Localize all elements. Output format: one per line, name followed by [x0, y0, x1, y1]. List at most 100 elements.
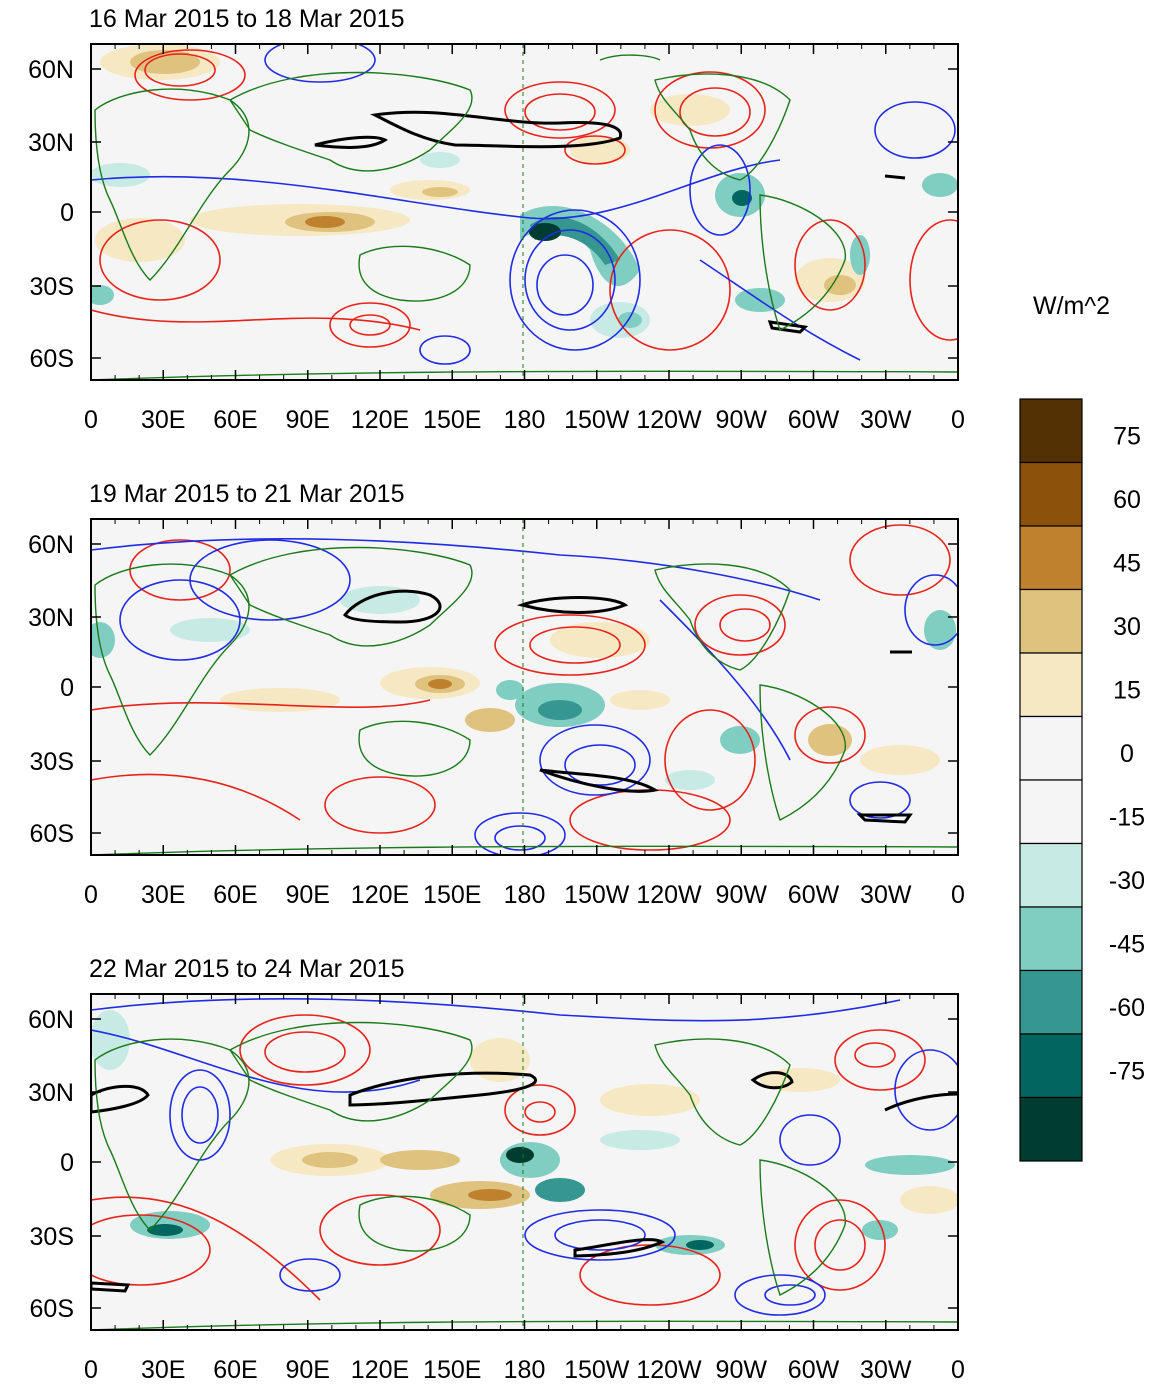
- panel-2-title: 19 Mar 2015 to 21 Mar 2015: [89, 480, 404, 508]
- lon-label: 120E: [351, 406, 409, 434]
- colorbar-label: 30: [1113, 613, 1141, 641]
- lon-label: 180: [504, 881, 546, 909]
- lon-label: 90E: [286, 881, 330, 909]
- lon-label: 150E: [423, 881, 481, 909]
- map-panel-1: 16 Mar 2015 to 18 Mar 2015: [28, 5, 965, 434]
- colorbar-swatch: [1019, 398, 1083, 464]
- lon-label: 150E: [423, 1356, 481, 1384]
- panel-1-contours: [91, 44, 958, 380]
- lat-label: 30N: [28, 604, 74, 632]
- panel-3-positive-contours: [91, 1014, 926, 1306]
- colorbar-label: -15: [1109, 804, 1145, 832]
- colorbar-swatch: [1019, 525, 1083, 591]
- lon-label: 0: [84, 406, 98, 434]
- lat-label: 60S: [30, 1295, 74, 1323]
- lon-label: 120W: [636, 881, 702, 909]
- colorbar-label: 75: [1113, 423, 1141, 451]
- lon-label: 60E: [213, 1356, 257, 1384]
- colorbar-label: 60: [1113, 486, 1141, 514]
- panel-1-shading: [91, 44, 958, 338]
- lon-label: 0: [951, 881, 965, 909]
- colorbar-swatch: [1019, 1096, 1083, 1162]
- colorbar: W/m^2 75 60 45 30 15 0 -15 -30 -45 -60 -75: [1019, 292, 1145, 1162]
- lon-label: 90E: [286, 1356, 330, 1384]
- lat-label: 60S: [30, 820, 74, 848]
- panel-3-bold-contours: [91, 1071, 958, 1293]
- panel-2-positive-contours: [91, 524, 951, 851]
- lon-label: 120W: [636, 406, 702, 434]
- colorbar-label: 45: [1113, 550, 1141, 578]
- lon-label: 90W: [716, 406, 768, 434]
- colorbar-swatch: [1019, 1033, 1083, 1099]
- panel-1-coastlines: [91, 54, 958, 380]
- lon-label: 30W: [860, 1356, 912, 1384]
- map-panel-2: 19 Mar 2015 to 21 Mar 2015: [28, 480, 965, 909]
- panel-2-ticks: 0 30E 60E 90E 120E 150E 180 150W 120W 90W 60W 30W 0 6…: [28, 519, 965, 909]
- colorbar-swatch: [1019, 715, 1083, 781]
- panel-3-ticks: 0 30E 60E 90E 120E 150E 180 150W 120W 90W 60W 30W 0 6…: [28, 994, 965, 1384]
- lon-label: 30E: [141, 406, 185, 434]
- lat-label: 30S: [30, 1223, 74, 1251]
- lon-label: 0: [951, 1356, 965, 1384]
- colorbar-label: 0: [1120, 740, 1134, 768]
- colorbar-labels: 75 60 45 30 15 0 -15 -30 -45 -60 -75: [1109, 423, 1145, 1086]
- lon-label: 0: [951, 406, 965, 434]
- panel-2-contours: [91, 519, 958, 855]
- lon-label: 150W: [564, 406, 630, 434]
- lat-label: 30S: [30, 748, 74, 776]
- panel-3-contours: [91, 994, 958, 1330]
- lat-label: 0: [60, 1149, 74, 1177]
- colorbar-swatch: [1019, 842, 1083, 908]
- lat-label: 60N: [28, 1006, 74, 1034]
- lon-label: 60E: [213, 881, 257, 909]
- lat-label: 0: [60, 674, 74, 702]
- lon-label: 0: [84, 881, 98, 909]
- lon-label: 120E: [351, 881, 409, 909]
- colorbar-swatch: [1019, 652, 1083, 718]
- lon-label: 60E: [213, 406, 257, 434]
- panel-3-shading: [91, 1010, 958, 1255]
- lat-label: 0: [60, 199, 74, 227]
- colorbar-label: -60: [1109, 994, 1145, 1022]
- lon-label: 180: [504, 1356, 546, 1384]
- lat-label: 60N: [28, 56, 74, 84]
- panel-3-negative-contours: [91, 998, 958, 1316]
- lon-label: 60W: [788, 406, 840, 434]
- lat-label: 60S: [30, 345, 74, 373]
- lon-label: 90W: [716, 881, 768, 909]
- colorbar-swatch: [1019, 779, 1083, 845]
- colorbar-label: -45: [1109, 931, 1145, 959]
- panel-2-coastlines: [91, 546, 958, 855]
- lon-label: 60W: [788, 1356, 840, 1384]
- colorbar-swatch: [1019, 461, 1083, 527]
- lon-label: 90E: [286, 406, 330, 434]
- colorbar-swatch: [1019, 588, 1083, 654]
- panel-1-title: 16 Mar 2015 to 18 Mar 2015: [89, 5, 404, 33]
- panel-3-title: 22 Mar 2015 to 24 Mar 2015: [89, 955, 404, 983]
- colorbar-label: -75: [1109, 1058, 1145, 1086]
- panel-1-ticks: 0 30E 60E 90E 120E 150E 180 150W 120W 90W 60W 30W 0 6…: [28, 44, 965, 434]
- panel-2-shading: [91, 586, 956, 790]
- colorbar-swatches: [1019, 398, 1083, 1162]
- lon-label: 120E: [351, 1356, 409, 1384]
- panel-2-bold-contours: [343, 589, 913, 824]
- lat-label: 30S: [30, 273, 74, 301]
- panel-2-background: [91, 519, 958, 855]
- panel-2-negative-contours: [91, 538, 958, 855]
- colorbar-label: -30: [1109, 867, 1145, 895]
- colorbar-swatch: [1019, 969, 1083, 1035]
- lon-label: 120W: [636, 1356, 702, 1384]
- lon-label: 180: [504, 406, 546, 434]
- colorbar-unit-label: W/m^2: [1033, 292, 1110, 320]
- lon-label: 60W: [788, 881, 840, 909]
- lat-label: 30N: [28, 1079, 74, 1107]
- lon-label: 0: [84, 1356, 98, 1384]
- colorbar-swatch: [1019, 906, 1083, 972]
- lon-label: 150W: [564, 881, 630, 909]
- lat-label: 30N: [28, 129, 74, 157]
- panel-1-positive-contours: [91, 49, 958, 351]
- lon-label: 30W: [860, 881, 912, 909]
- lon-label: 150W: [564, 1356, 630, 1384]
- lat-label: 60N: [28, 531, 74, 559]
